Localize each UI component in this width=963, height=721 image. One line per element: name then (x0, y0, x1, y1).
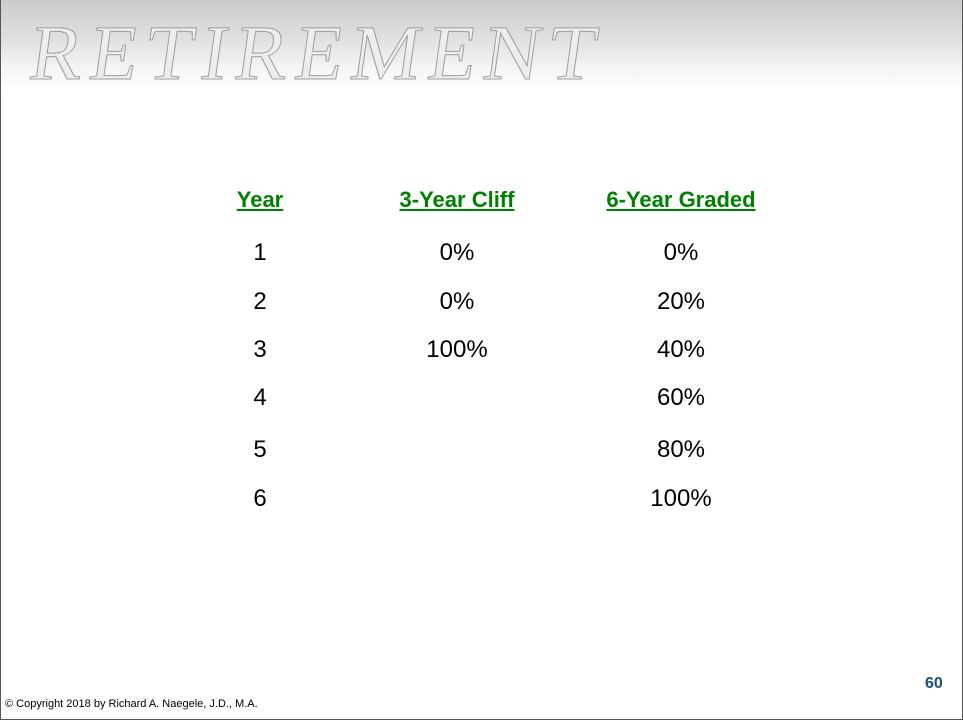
table-cell: 100% (650, 485, 711, 513)
table-cell: 0% (440, 239, 475, 267)
table-cell: 60% (657, 384, 705, 412)
table-cell: 5 (253, 436, 266, 464)
table-cell: 4 (253, 384, 266, 412)
table-cell: 100% (426, 336, 487, 364)
table-cell: 20% (657, 288, 705, 316)
table-cell: 80% (657, 436, 705, 464)
page-number: 60 (925, 675, 943, 693)
page: RETIREMENT Year 3-Year Cliff 6-Year Graded… (0, 0, 963, 720)
table-cell: 3 (253, 336, 266, 364)
table-cell: 40% (657, 336, 705, 364)
banner-text: RETIREMENT (25, 8, 612, 90)
slide: RETIREMENT Year 3-Year Cliff 6-Year Graded… (0, 0, 963, 720)
column-header: 3-Year Cliff (400, 187, 515, 213)
copyright: © Copyright 2018 by Richard A. Naegele, … (5, 698, 258, 710)
column-header: 6-Year Graded (606, 187, 755, 213)
banner: RETIREMENT (1, 0, 962, 90)
column-header: Year (237, 187, 284, 213)
table-cell: 0% (664, 239, 699, 267)
table-cell: 6 (253, 485, 266, 513)
table-cell: 1 (253, 239, 266, 267)
table-cell: 2 (253, 288, 266, 316)
table-cell: 0% (440, 288, 475, 316)
